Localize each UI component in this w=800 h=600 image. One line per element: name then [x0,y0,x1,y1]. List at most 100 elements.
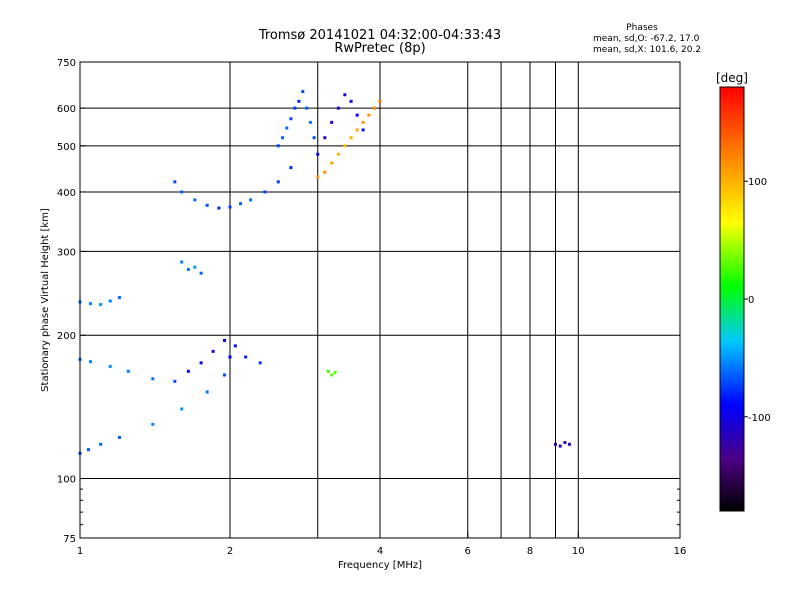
data-point [323,170,327,174]
data-point [553,442,557,446]
data-point [558,444,562,448]
data-point [186,267,190,271]
data-point [205,203,209,207]
data-point [89,360,93,364]
data-point [99,303,103,307]
phases-heading: Phases [626,23,658,33]
data-point [343,144,347,148]
data-point [567,442,571,446]
data-point [289,166,293,170]
y-axis-label: Stationary phase Virtual Height [km] [40,208,51,392]
data-point [223,338,227,342]
data-point [301,90,305,94]
data-point [305,106,309,110]
y-tick-label: 500 [57,142,76,153]
data-point [333,371,337,375]
data-point [308,120,312,124]
colorbar-tick-label: 0 [748,295,754,306]
data-point [249,198,253,202]
data-point [193,265,197,269]
data-point [326,369,330,373]
x-tick-label: 4 [377,546,383,557]
data-point [233,344,237,348]
data-point [367,113,371,117]
data-point [330,120,334,124]
data-point [281,136,285,140]
data-point [285,126,289,130]
data-point [330,161,334,165]
data-point [228,205,232,209]
data-point [239,202,243,206]
data-point [205,390,209,394]
data-point [316,152,320,156]
y-tick-label: 200 [57,331,76,342]
chart-title: Tromsø 20141021 04:32:00-04:33:43 [258,28,502,43]
data-point [343,93,347,97]
y-tick-label: 600 [57,104,76,115]
x-tick-label: 1 [77,546,83,557]
colorbar [719,86,745,512]
x-tick-label: 16 [674,546,687,557]
data-point [361,120,365,124]
data-point [211,349,215,353]
y-tick-label: 300 [57,247,76,258]
data-point [244,355,248,359]
data-point [117,296,121,300]
data-point [323,136,327,140]
data-point [199,361,203,365]
data-point [258,361,262,365]
data-point [361,128,365,132]
colorbar-tick-label: -100 [748,413,771,424]
data-point [99,442,103,446]
data-point [193,198,197,202]
data-point [180,260,184,264]
data-point [336,152,340,156]
y-tick-label: 100 [57,475,76,486]
data-point [330,373,334,377]
data-point [349,136,353,140]
phases-x-mode: mean, sd,X: 101.6, 20.2 [593,45,702,55]
data-point [349,99,353,103]
data-point [276,180,280,184]
data-point [108,299,112,303]
y-tick-label: 75 [63,534,76,545]
data-point [263,190,267,194]
data-point [293,106,297,110]
data-point [199,271,203,275]
data-point [173,180,177,184]
data-point [89,302,93,306]
data-point [173,379,177,383]
data-point [289,117,293,121]
x-tick-label: 8 [527,546,533,557]
x-tick-label: 10 [572,546,585,557]
data-point [563,441,567,445]
colorbar-tick-label: 100 [748,177,767,188]
data-point [108,364,112,368]
data-point [378,99,382,103]
data-point [126,369,130,373]
data-point [276,144,280,148]
data-point [180,190,184,194]
y-tick-label: 750 [57,58,76,69]
data-point [355,113,359,117]
colorbar-label: [deg] [716,71,748,85]
data-point [186,369,190,373]
x-tick-label: 2 [227,546,233,557]
data-point [223,373,227,377]
phases-o-mode: mean, sd,O: -67.2, 17.0 [593,34,700,44]
y-tick-label: 400 [57,188,76,199]
x-tick-label: 6 [465,546,471,557]
data-point [117,435,121,439]
data-point [228,355,232,359]
data-point [355,128,359,132]
x-axis-label: Frequency [MHz] [338,560,422,571]
data-point [297,99,301,103]
data-point [180,407,184,411]
data-point [312,136,316,140]
data-point [217,206,221,210]
data-point [336,106,340,110]
data-point [151,422,155,426]
data-point [151,377,155,381]
